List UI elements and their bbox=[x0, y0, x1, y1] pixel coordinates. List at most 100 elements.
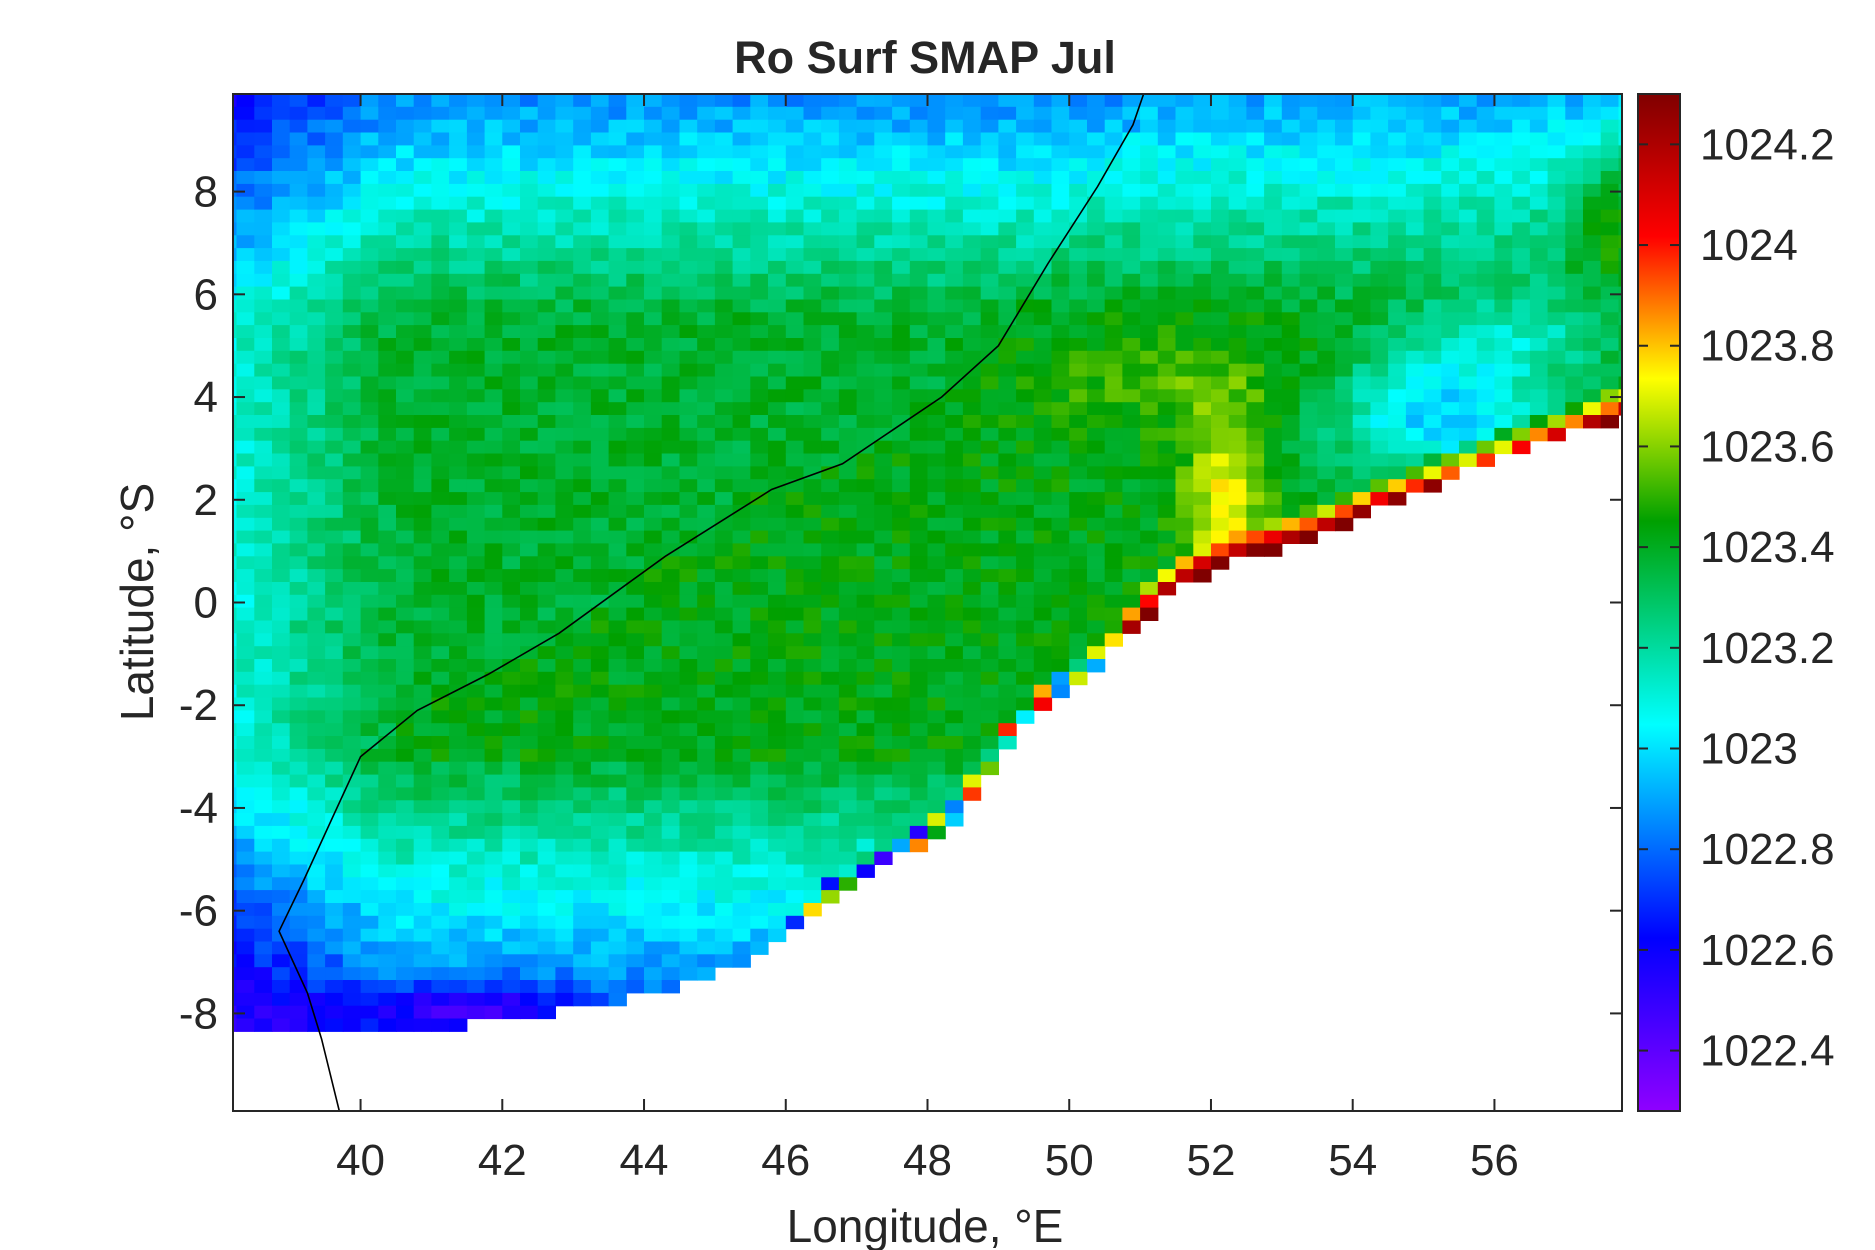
heatmap-cell bbox=[360, 620, 379, 634]
heatmap-cell bbox=[856, 504, 875, 519]
heatmap-cell bbox=[555, 659, 574, 673]
heatmap-cell bbox=[289, 222, 308, 236]
heatmap-cell bbox=[927, 171, 946, 185]
heatmap-cell bbox=[466, 556, 486, 570]
heatmap-cell bbox=[431, 915, 450, 930]
heatmap-cell bbox=[360, 479, 379, 493]
heatmap-cell bbox=[962, 710, 982, 724]
heatmap-cell bbox=[378, 890, 397, 904]
heatmap-cell bbox=[945, 492, 964, 506]
heatmap-cell bbox=[520, 260, 539, 275]
heatmap-cell bbox=[803, 415, 822, 429]
heatmap-cell bbox=[1211, 453, 1230, 467]
heatmap-cell bbox=[484, 171, 503, 185]
heatmap-cell bbox=[998, 620, 1017, 634]
heatmap-cell bbox=[768, 119, 787, 134]
heatmap-cell bbox=[254, 94, 273, 95]
heatmap-cell bbox=[962, 132, 982, 146]
heatmap-cell bbox=[1193, 196, 1212, 211]
heatmap-cell bbox=[1423, 466, 1442, 480]
heatmap-cell bbox=[892, 530, 911, 544]
heatmap-cell bbox=[537, 915, 556, 930]
heatmap-cell bbox=[1529, 132, 1549, 146]
heatmap-cell bbox=[378, 646, 397, 660]
heatmap-cell bbox=[1423, 158, 1442, 172]
heatmap-cell bbox=[980, 684, 999, 699]
heatmap-cell bbox=[1547, 158, 1566, 172]
heatmap-cell bbox=[980, 466, 999, 480]
heatmap-cell bbox=[998, 543, 1017, 557]
heatmap-cell bbox=[396, 838, 415, 853]
heatmap-cell bbox=[520, 363, 539, 378]
heatmap-cell bbox=[289, 903, 308, 917]
heatmap-cell bbox=[768, 838, 787, 853]
heatmap-cell bbox=[236, 928, 255, 943]
heatmap-cell bbox=[909, 427, 929, 442]
heatmap-cell bbox=[1335, 453, 1354, 467]
heatmap-cell bbox=[1441, 286, 1460, 300]
heatmap-cell bbox=[590, 273, 610, 288]
heatmap-cell bbox=[1388, 260, 1407, 275]
heatmap-cell bbox=[821, 761, 840, 776]
heatmap-cell bbox=[980, 273, 999, 288]
heatmap-cell bbox=[626, 376, 645, 390]
heatmap-cell bbox=[236, 607, 255, 621]
heatmap-cell bbox=[1193, 556, 1212, 570]
heatmap-cell bbox=[714, 504, 734, 519]
heatmap-cell bbox=[449, 325, 468, 339]
heatmap-cell bbox=[573, 94, 592, 95]
heatmap-cell bbox=[732, 582, 751, 596]
heatmap-cell bbox=[342, 350, 362, 365]
heatmap-cell bbox=[803, 492, 822, 506]
heatmap-cell bbox=[307, 710, 326, 724]
heatmap-cell bbox=[892, 132, 911, 146]
heatmap-cell bbox=[1193, 235, 1212, 249]
heatmap-cell bbox=[1317, 286, 1336, 300]
heatmap-cell bbox=[714, 697, 734, 711]
heatmap-cell bbox=[378, 325, 397, 339]
heatmap-cell bbox=[520, 710, 539, 724]
heatmap-cell bbox=[396, 851, 415, 865]
heatmap-cell bbox=[768, 890, 787, 904]
heatmap-cell bbox=[892, 761, 911, 776]
heatmap-cell bbox=[484, 338, 503, 352]
y-axis-label: Latitude, °S bbox=[111, 483, 163, 721]
heatmap-cell bbox=[750, 402, 769, 416]
heatmap-cell bbox=[1016, 556, 1035, 570]
heatmap-cell bbox=[768, 363, 787, 378]
heatmap-cell bbox=[750, 941, 769, 955]
heatmap-cell bbox=[998, 607, 1017, 621]
heatmap-cell bbox=[838, 183, 858, 198]
heatmap-cell bbox=[1352, 196, 1371, 211]
heatmap-cell bbox=[962, 517, 982, 532]
heatmap-cell bbox=[555, 94, 574, 108]
heatmap-cell bbox=[750, 158, 769, 172]
heatmap-cell bbox=[378, 569, 397, 583]
heatmap-cell bbox=[945, 723, 964, 737]
heatmap-cell bbox=[307, 774, 326, 788]
heatmap-cell bbox=[502, 915, 521, 930]
heatmap-cell bbox=[945, 748, 964, 763]
heatmap-cell bbox=[732, 684, 751, 699]
heatmap-cell bbox=[307, 838, 326, 853]
heatmap-cell bbox=[874, 517, 893, 532]
heatmap-cell bbox=[644, 119, 663, 134]
heatmap-cell bbox=[608, 582, 627, 596]
heatmap-cell bbox=[1104, 607, 1123, 621]
heatmap-cell bbox=[1175, 453, 1194, 467]
heatmap-cell bbox=[1051, 620, 1070, 634]
heatmap-cell bbox=[1087, 196, 1106, 211]
heatmap-cell bbox=[661, 774, 680, 788]
heatmap-cell bbox=[644, 556, 663, 570]
heatmap-cell bbox=[679, 183, 698, 198]
heatmap-cell bbox=[768, 748, 787, 763]
heatmap-cell bbox=[520, 299, 539, 313]
heatmap-cell bbox=[644, 941, 663, 955]
heatmap-cell bbox=[1600, 402, 1619, 416]
heatmap-cell bbox=[697, 312, 716, 326]
heatmap-cell bbox=[945, 427, 964, 442]
heatmap-cell bbox=[431, 145, 450, 159]
heatmap-cell bbox=[431, 787, 450, 801]
heatmap-cell bbox=[998, 659, 1017, 673]
heatmap-cell bbox=[1246, 222, 1265, 236]
